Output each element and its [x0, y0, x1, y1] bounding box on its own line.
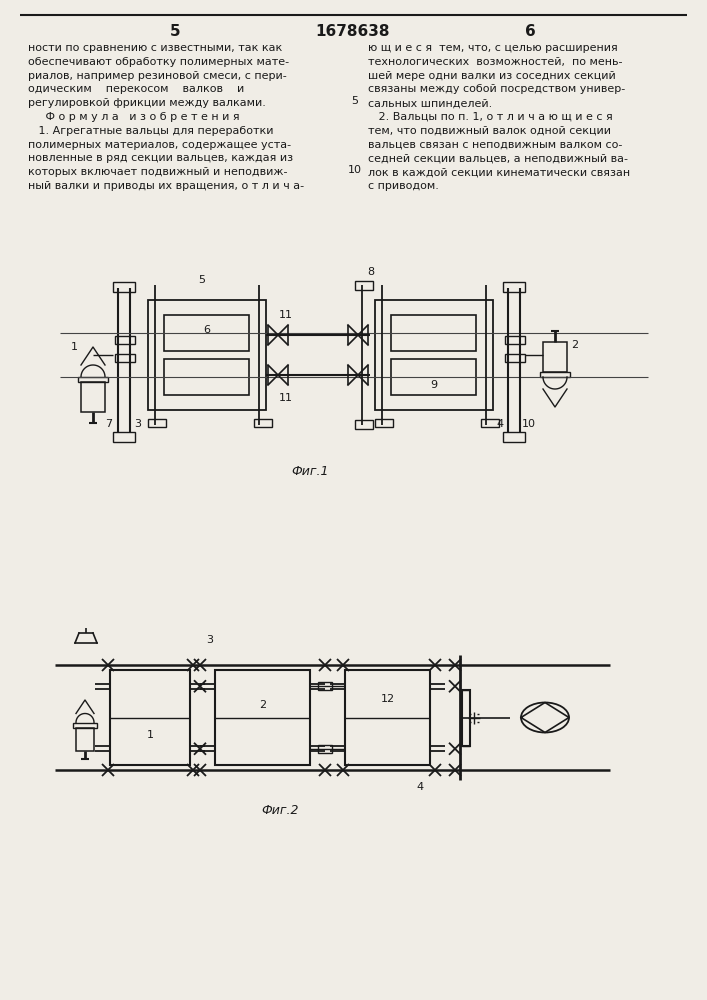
- Bar: [165, 359, 250, 395]
- Bar: [375, 419, 393, 427]
- Bar: [392, 359, 477, 395]
- Bar: [505, 354, 525, 362]
- Text: связаны между собой посредством универ-: связаны между собой посредством универ-: [368, 84, 625, 94]
- Bar: [215, 670, 310, 765]
- Text: 4: 4: [497, 419, 504, 429]
- Bar: [110, 670, 190, 765]
- Text: тем, что подвижный валок одной секции: тем, что подвижный валок одной секции: [368, 126, 611, 136]
- Bar: [115, 354, 135, 362]
- Text: шей мере одни валки из соседних секций: шей мере одни валки из соседних секций: [368, 71, 616, 81]
- Text: технологических  возможностей,  по мень-: технологических возможностей, по мень-: [368, 57, 622, 67]
- Text: 2: 2: [571, 340, 578, 350]
- Text: одическим    перекосом    валков    и: одическим перекосом валков и: [28, 84, 244, 94]
- Bar: [76, 728, 94, 751]
- Text: 4: 4: [416, 782, 423, 792]
- Text: 8: 8: [367, 267, 374, 277]
- Text: седней секции вальцев, а неподвижный ва-: седней секции вальцев, а неподвижный ва-: [368, 153, 628, 163]
- Text: сальных шпинделей.: сальных шпинделей.: [368, 98, 492, 108]
- Text: 11: 11: [279, 310, 293, 320]
- Text: Фиг.2: Фиг.2: [262, 804, 299, 817]
- Text: риалов, например резиновой смеси, с пери-: риалов, например резиновой смеси, с пери…: [28, 71, 287, 81]
- Text: 9: 9: [431, 380, 438, 390]
- Text: с приводом.: с приводом.: [368, 181, 439, 191]
- Text: 12: 12: [380, 694, 395, 704]
- Text: вальцев связан с неподвижным валком со-: вальцев связан с неподвижным валком со-: [368, 140, 622, 150]
- Text: новленные в ряд секции вальцев, каждая из: новленные в ряд секции вальцев, каждая и…: [28, 153, 293, 163]
- Bar: [113, 432, 135, 442]
- Text: 1: 1: [146, 730, 153, 740]
- Text: 7: 7: [105, 419, 112, 429]
- Bar: [318, 682, 332, 690]
- Text: 3: 3: [134, 419, 141, 429]
- Bar: [355, 420, 373, 429]
- Text: 5: 5: [170, 24, 180, 39]
- Bar: [462, 690, 470, 746]
- Bar: [148, 419, 166, 427]
- Text: 10: 10: [522, 419, 536, 429]
- Text: ю щ и е с я  тем, что, с целью расширения: ю щ и е с я тем, что, с целью расширения: [368, 43, 618, 53]
- Bar: [115, 336, 135, 344]
- Bar: [78, 377, 108, 382]
- Text: 5: 5: [351, 96, 358, 106]
- Text: 2: 2: [259, 700, 266, 710]
- Text: ный валки и приводы их вращения, о т л и ч а-: ный валки и приводы их вращения, о т л и…: [28, 181, 304, 191]
- Text: 2. Вальцы по п. 1, о т л и ч а ю щ и е с я: 2. Вальцы по п. 1, о т л и ч а ю щ и е с…: [368, 112, 613, 122]
- Bar: [481, 419, 499, 427]
- Bar: [392, 315, 477, 351]
- Text: Фиг.1: Фиг.1: [291, 465, 329, 478]
- Bar: [148, 300, 266, 410]
- Bar: [318, 745, 332, 753]
- Bar: [73, 722, 97, 728]
- Bar: [355, 281, 373, 290]
- Text: 1. Агрегатные вальцы для переработки: 1. Агрегатные вальцы для переработки: [28, 126, 274, 136]
- Text: ности по сравнению с известными, так как: ности по сравнению с известными, так как: [28, 43, 282, 53]
- Text: полимерных материалов, содержащее уста-: полимерных материалов, содержащее уста-: [28, 140, 291, 150]
- Text: 1678638: 1678638: [316, 24, 390, 39]
- Ellipse shape: [521, 702, 569, 732]
- Text: обеспечивают обработку полимерных мате-: обеспечивают обработку полимерных мате-: [28, 57, 289, 67]
- Text: 3: 3: [206, 635, 214, 645]
- Bar: [505, 336, 525, 344]
- Text: лок в каждой секции кинематически связан: лок в каждой секции кинематически связан: [368, 167, 630, 177]
- Bar: [113, 282, 135, 292]
- Bar: [81, 382, 105, 412]
- Bar: [540, 372, 570, 377]
- Text: 6: 6: [525, 24, 535, 39]
- Text: 11: 11: [279, 393, 293, 403]
- Text: 1: 1: [71, 342, 78, 352]
- Text: Ф о р м у л а   и з о б р е т е н и я: Ф о р м у л а и з о б р е т е н и я: [28, 112, 240, 122]
- Text: которых включает подвижный и неподвиж-: которых включает подвижный и неподвиж-: [28, 167, 288, 177]
- Bar: [254, 419, 272, 427]
- Text: 5: 5: [199, 275, 206, 285]
- Bar: [165, 315, 250, 351]
- Text: 10: 10: [348, 165, 362, 175]
- Bar: [375, 300, 493, 410]
- Bar: [543, 342, 567, 372]
- Text: 6: 6: [204, 325, 211, 335]
- Bar: [503, 282, 525, 292]
- Bar: [345, 670, 430, 765]
- Bar: [503, 432, 525, 442]
- Text: регулировкой фрикции между валками.: регулировкой фрикции между валками.: [28, 98, 266, 108]
